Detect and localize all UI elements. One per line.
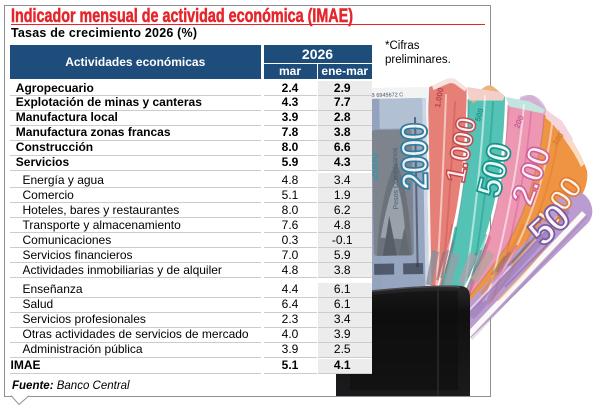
- svg-text:2000: 2000: [394, 123, 437, 190]
- svg-text:Pesos Dominicanos: Pesos Dominicanos: [392, 147, 400, 209]
- svg-text:500: 500: [470, 140, 520, 201]
- svg-text:B 6945672 C: B 6945672 C: [371, 92, 403, 99]
- svg-text:500: 500: [473, 107, 485, 123]
- svg-text:1.000: 1.000: [433, 87, 445, 109]
